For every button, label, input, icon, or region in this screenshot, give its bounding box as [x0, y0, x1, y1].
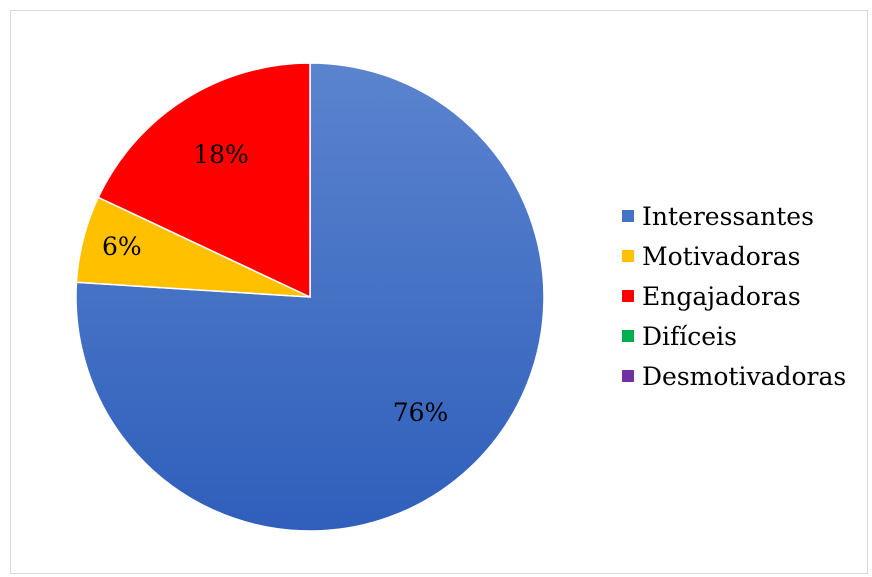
legend-item-dificeis: Difíceis [622, 316, 846, 356]
pie-slices [75, 62, 545, 532]
legend-label-motivadoras: Motivadoras [642, 241, 801, 271]
legend-item-desmotivadoras: Desmotivadoras [622, 356, 846, 396]
legend-swatch-interessantes [622, 210, 634, 222]
legend-item-interessantes: Interessantes [622, 196, 846, 236]
chart-legend: Interessantes Motivadoras Engajadoras Di… [622, 196, 846, 396]
legend-item-motivadoras: Motivadoras [622, 236, 846, 276]
legend-swatch-desmotivadoras [622, 370, 634, 382]
legend-label-desmotivadoras: Desmotivadoras [642, 361, 847, 391]
legend-swatch-motivadoras [622, 250, 634, 262]
pie-slice-engajadoras [97, 62, 311, 299]
legend-item-engajadoras: Engajadoras [622, 276, 846, 316]
legend-swatch-dificeis [622, 330, 634, 342]
pie-slice-labels: 76% 6% 18% [102, 140, 448, 427]
legend-label-dificeis: Difíceis [642, 321, 737, 351]
slice-label-motivadoras: 6% [102, 232, 142, 261]
legend-swatch-engajadoras [622, 290, 634, 302]
slice-label-interessantes: 76% [393, 398, 449, 427]
legend-label-interessantes: Interessantes [642, 201, 814, 231]
legend-label-engajadoras: Engajadoras [642, 281, 801, 311]
slice-label-engajadoras: 18% [193, 140, 249, 169]
